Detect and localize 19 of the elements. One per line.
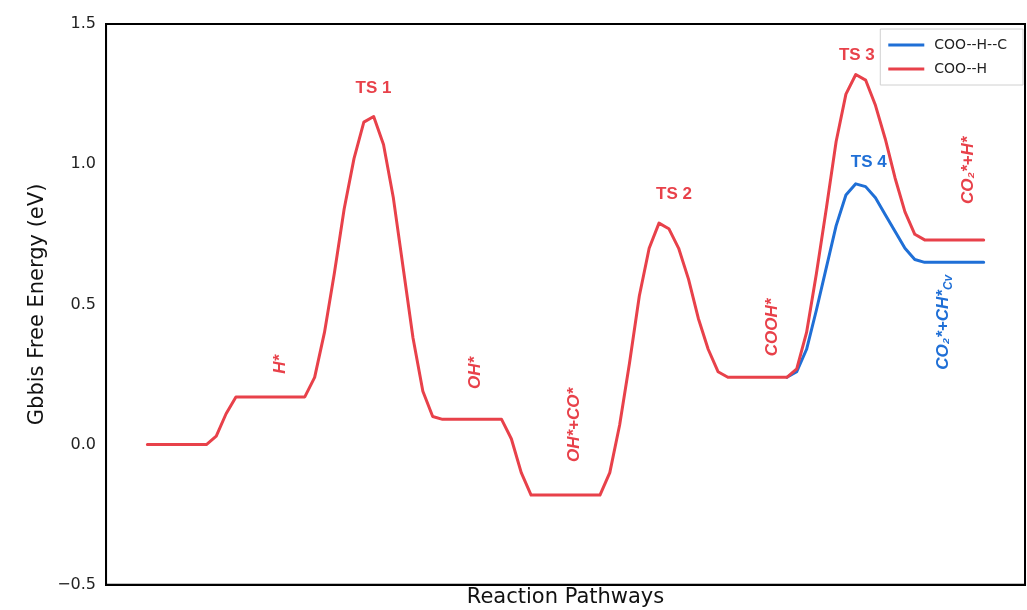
legend-label: COO--H: [934, 59, 988, 76]
annotation: COOH*: [761, 297, 781, 357]
annotation: TS 3: [838, 45, 875, 65]
y-tick-label: 0.5: [70, 293, 97, 313]
annotation: TS 1: [355, 77, 392, 97]
y-tick-label: 0.0: [70, 433, 97, 453]
y-tick-label: −0.5: [57, 573, 97, 593]
y-tick-label: 1.5: [70, 13, 97, 33]
annotation: OH*: [465, 355, 485, 389]
annotation: CO₂*+H*: [957, 135, 977, 205]
annotation: H*: [270, 353, 290, 374]
x-axis-title: Reaction Pathways: [466, 583, 665, 608]
legend-label: COO--H--C: [934, 35, 1008, 52]
annotation: OH*+CO*: [564, 386, 584, 463]
annotation: TS 4: [850, 152, 888, 172]
annotation: CO₂*+CH*Cv: [932, 273, 955, 370]
y-tick-label: 1.0: [70, 153, 97, 173]
annotation: TS 2: [656, 183, 692, 203]
y-axis-title: Gbbis Free Energy (eV): [24, 183, 49, 426]
